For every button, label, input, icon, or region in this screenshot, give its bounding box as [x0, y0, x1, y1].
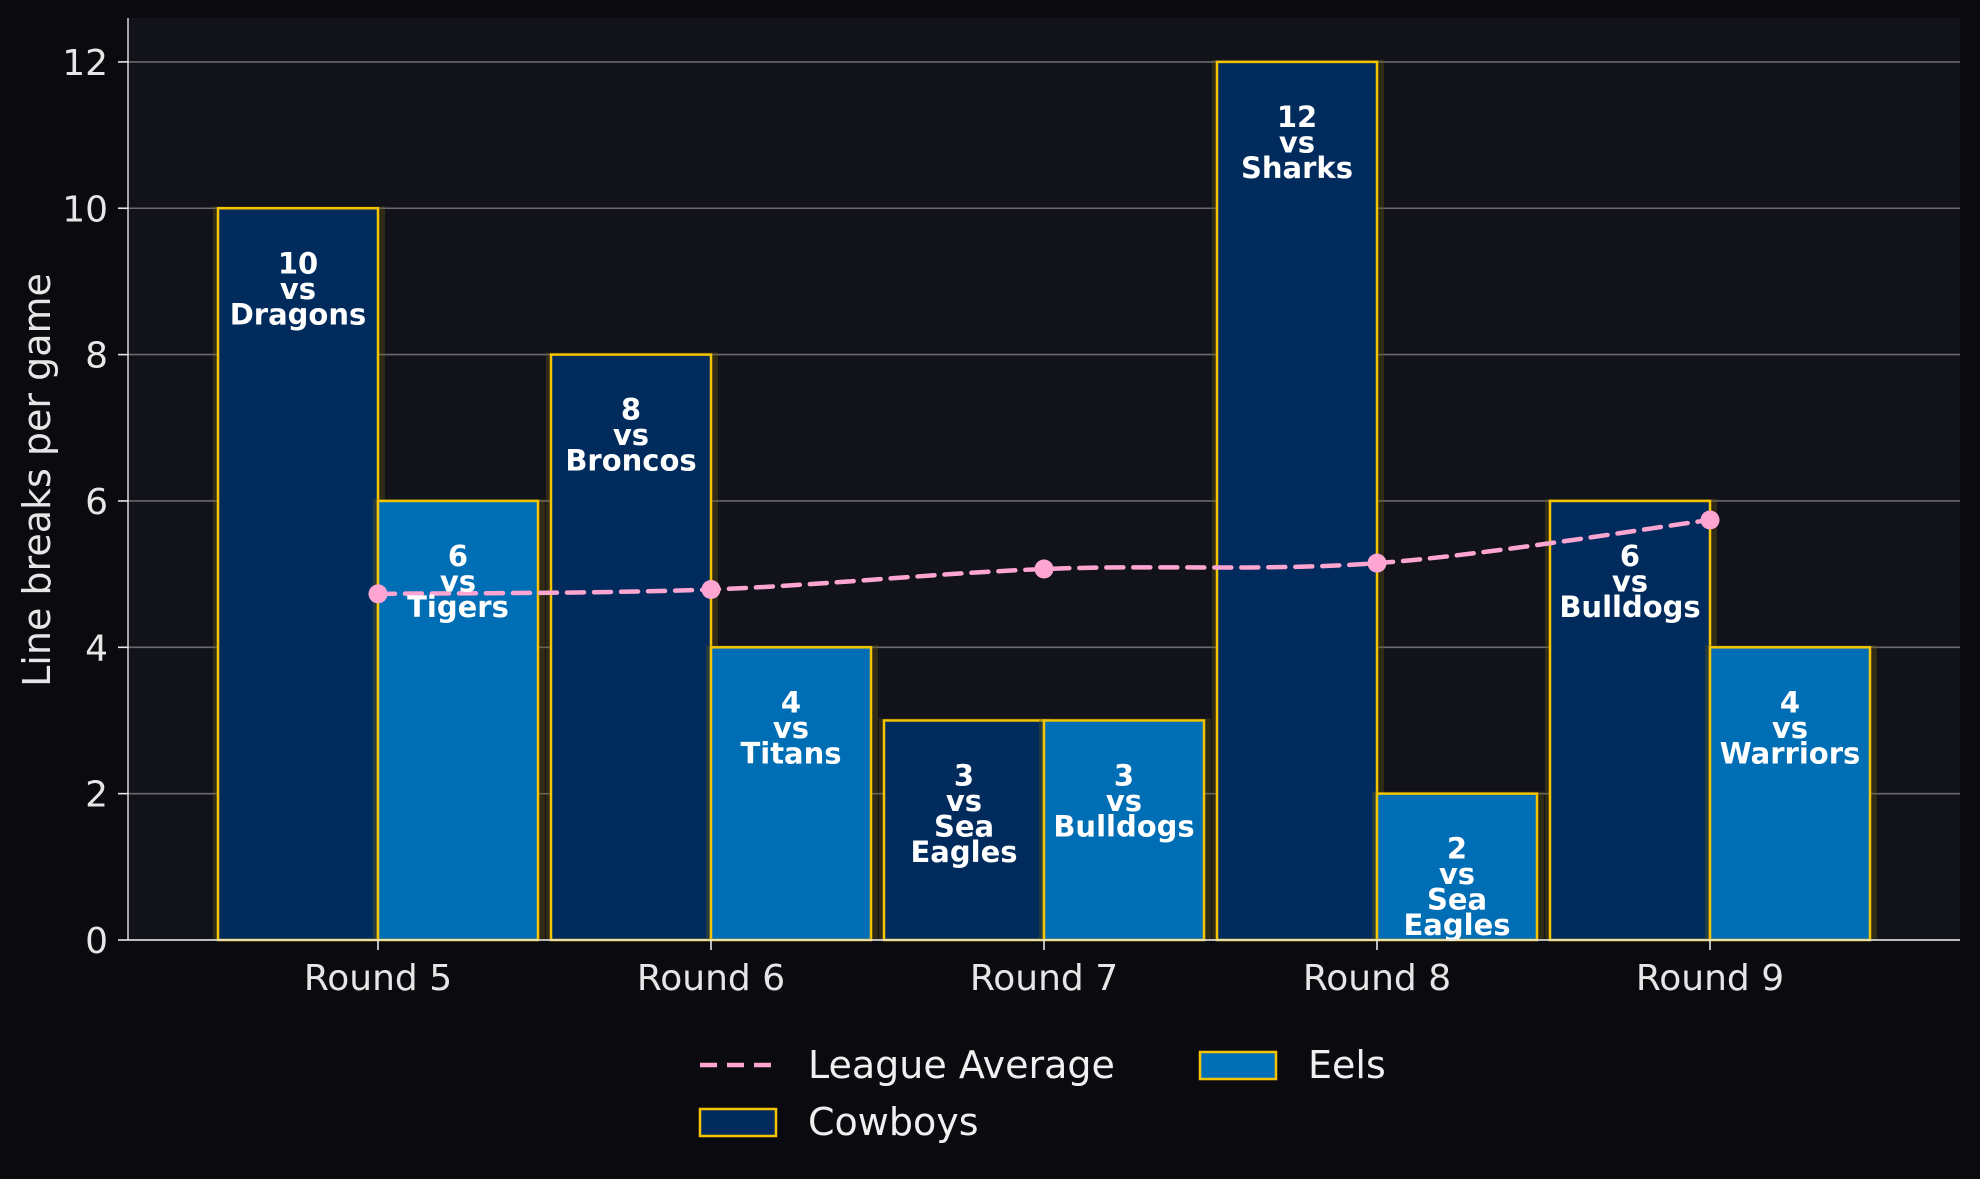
legend-label: Eels: [1308, 1043, 1386, 1087]
bar-cowboys: [1215, 60, 1379, 942]
bar-cowboys: [882, 719, 1046, 942]
y-tick-label: 12: [62, 43, 108, 84]
league-average-point: [368, 584, 388, 604]
bar-data-label: 6 vs Tigers: [407, 539, 509, 624]
bar-data-label: 2 vs Sea Eagles: [1403, 832, 1510, 943]
bar-cowboys: [1548, 499, 1712, 942]
bar-eels: [1375, 792, 1539, 942]
league-average-point: [1367, 553, 1387, 573]
bar-data-label: 10 vs Dragons: [230, 246, 367, 331]
bar-data-label: 8 vs Broncos: [565, 393, 696, 478]
x-tick-label: Round 9: [1636, 958, 1784, 999]
y-tick-label: 2: [85, 775, 108, 816]
y-tick-label: 8: [85, 336, 108, 377]
bar-eels: [376, 499, 540, 942]
bar-data-label: 3 vs Sea Eagles: [910, 758, 1017, 869]
x-tick-label: Round 5: [304, 958, 452, 999]
legend: League Average Eels Cowboys: [698, 1043, 1386, 1144]
legend-label: Cowboys: [808, 1100, 979, 1144]
bar-eels: [1042, 719, 1206, 942]
average-line-layer: [368, 510, 1720, 604]
y-tick-label: 6: [85, 482, 108, 523]
y-tick-label: 10: [62, 189, 108, 230]
x-tick-label: Round 8: [1303, 958, 1451, 999]
legend-item-cowboys: Cowboys: [698, 1100, 979, 1144]
bar-data-label: 12 vs Sharks: [1241, 100, 1353, 185]
bar-data-label: 4 vs Warriors: [1720, 685, 1861, 770]
bar-eels: [1708, 646, 1872, 942]
league-average-point: [1034, 559, 1054, 579]
x-tick-label: Round 7: [970, 958, 1118, 999]
league-average-point: [701, 579, 721, 599]
axes: 0 2 4 6 8 10 12 Round 5 Round 6 Round 7 Round 8 Rou…: [62, 18, 1960, 999]
legend-item-eels: Eels: [1198, 1043, 1386, 1087]
league-average-point: [1700, 510, 1720, 530]
bar-data-label: 6 vs Bulldogs: [1559, 539, 1700, 624]
legend-bar-swatch: [1198, 1050, 1278, 1081]
y-tick-label: 0: [85, 921, 108, 962]
legend-item-league-average: League Average: [700, 1043, 1115, 1087]
x-tick-label: Round 6: [637, 958, 785, 999]
bar-data-label: 4 vs Titans: [740, 685, 841, 770]
bar-data-label: 3 vs Bulldogs: [1053, 758, 1194, 843]
y-tick-label: 4: [85, 628, 108, 669]
bar-label-layer: 10 vs Dragons 8 vs Broncos 3 vs Sea Eagles 12 vs Sha…: [230, 100, 1861, 942]
legend-bar-swatch: [698, 1107, 778, 1138]
bar-cowboys: [549, 353, 713, 942]
y-axis-title: Line breaks per game: [15, 273, 59, 687]
bar-cowboys: [216, 207, 380, 942]
legend-label: League Average: [808, 1043, 1115, 1087]
bar-layer: [213, 59, 1877, 942]
